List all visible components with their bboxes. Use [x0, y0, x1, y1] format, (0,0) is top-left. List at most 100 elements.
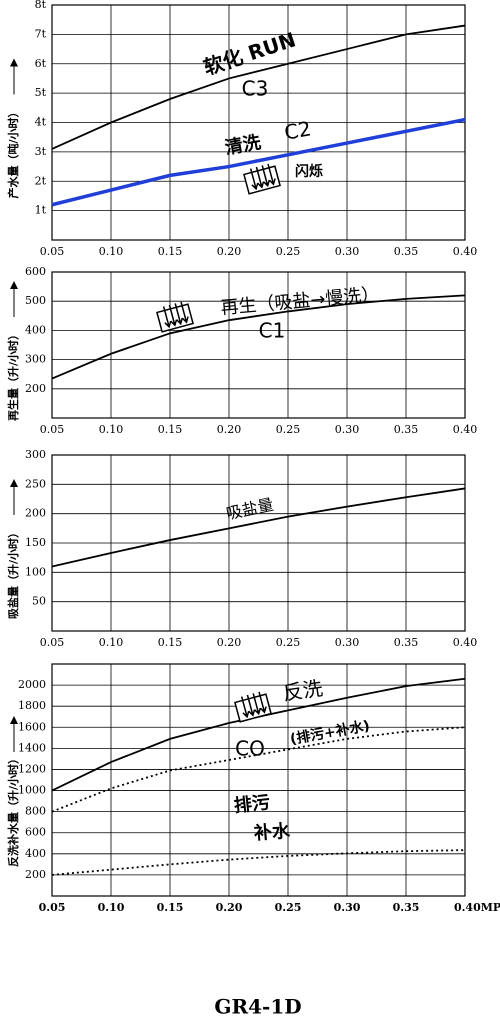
x-tick-label: 0.05	[40, 245, 65, 258]
annotation: (排污+补水)	[289, 717, 371, 748]
x-tick-label: 0.25	[276, 245, 301, 258]
x-tick-label: 0.25	[276, 423, 301, 436]
x-tick-label: 0.40	[453, 245, 478, 258]
y-tick-label: 500	[25, 294, 46, 307]
y-tick-label: 800	[25, 805, 46, 818]
x-tick-label: 0.20	[217, 423, 242, 436]
y-tick-label: 600	[25, 265, 46, 278]
y-axis-label: 产水量（吨/小时）	[6, 106, 20, 198]
valve-icon	[243, 163, 281, 195]
x-tick-label: 0.30	[335, 423, 360, 436]
icon-arrow	[246, 694, 256, 717]
y-axis-label: 反洗补水量（升/小时）	[6, 753, 20, 867]
y-tick-label: 300	[25, 353, 46, 366]
annotation: CO	[235, 737, 265, 761]
y-tick-label: 200	[25, 507, 46, 520]
x-tick-label: 0.10	[99, 423, 124, 436]
annotation: 闪烁	[295, 163, 323, 180]
y-tick-label: 50	[32, 595, 46, 608]
x-tick-label: 0.15	[157, 901, 184, 914]
y-tick-label: 8t	[35, 0, 47, 11]
x-tick-label: 0.25	[276, 636, 301, 649]
y-tick-label: 100	[25, 565, 46, 578]
x-tick-label: 0.25	[275, 901, 302, 914]
series-label: 排污	[233, 791, 271, 817]
footer: GR4-1D	[214, 995, 301, 1019]
plot-frame	[51, 271, 466, 419]
series-line	[51, 487, 466, 568]
annotation: 再生（吸盐→慢洗）	[220, 284, 380, 319]
y-tick-label: 1600	[18, 720, 46, 733]
series-line	[51, 294, 466, 380]
axis-arrow-head	[10, 479, 18, 487]
series-label: C1	[259, 319, 286, 343]
series-label: 补水	[252, 820, 291, 845]
series-label: C2	[283, 116, 313, 144]
y-tick-label: 4t	[35, 116, 47, 129]
icon-arrow	[255, 166, 265, 189]
series-label: 吸盐量	[224, 495, 275, 524]
x-tick-label: 0.05	[40, 636, 65, 649]
y-tick-label: 150	[25, 536, 46, 549]
y-tick-label: 2t	[35, 174, 47, 187]
series-line	[51, 117, 466, 207]
y-tick-label: 400	[25, 847, 46, 860]
x-tick-label: 0.40MPa	[454, 901, 500, 914]
series-label: C3	[242, 77, 269, 101]
x-tick-label: 0.35	[393, 901, 420, 914]
y-tick-label: 1800	[18, 699, 46, 712]
x-tick-label: 0.15	[158, 423, 183, 436]
x-tick-label: 0.10	[99, 245, 124, 258]
plot-frame	[51, 454, 466, 632]
icon-arrow	[174, 303, 184, 326]
icon-arrow	[252, 693, 262, 716]
y-tick-label: 5t	[35, 86, 47, 99]
axis-arrow-head	[10, 58, 18, 67]
x-tick-label: 0.10	[99, 636, 124, 649]
icon-arrow	[261, 165, 271, 188]
y-tick-label: 3t	[35, 145, 47, 158]
y-tick-label: 400	[25, 323, 46, 336]
axis-arrow-head	[10, 281, 18, 289]
y-axis-label: 吸盐量（升/小时）	[6, 527, 20, 619]
series-label: 反洗	[281, 676, 324, 705]
x-tick-label: 0.20	[217, 636, 242, 649]
y-tick-label: 200	[25, 382, 46, 395]
y-tick-label: 250	[25, 477, 46, 490]
x-tick-label: 0.30	[335, 245, 360, 258]
icon-arrow	[249, 168, 259, 191]
y-tick-label: 6t	[35, 57, 47, 70]
x-tick-label: 0.05	[40, 423, 65, 436]
icon-arrow	[240, 696, 250, 719]
y-tick-label: 200	[25, 868, 46, 881]
y-tick-label: 1000	[18, 784, 46, 797]
icon-arrow	[258, 691, 267, 714]
x-tick-label: 0.10	[98, 901, 125, 914]
x-tick-label: 0.30	[335, 636, 360, 649]
icon-arrow	[267, 163, 276, 186]
x-tick-label: 0.35	[394, 245, 419, 258]
x-tick-label: 0.40	[453, 636, 478, 649]
icon-arrow	[180, 301, 189, 324]
y-tick-label: 1400	[18, 741, 46, 754]
valve-icon	[234, 691, 272, 723]
y-tick-label: 600	[25, 826, 46, 839]
x-tick-label: 0.15	[158, 245, 183, 258]
x-tick-label: 0.35	[394, 636, 419, 649]
plot-frame	[51, 4, 466, 241]
x-tick-label: 0.30	[334, 901, 361, 914]
y-tick-label: 1200	[18, 762, 46, 775]
y-tick-label: 7t	[35, 27, 47, 40]
icon-arrow	[162, 306, 172, 329]
icon-arrow	[168, 304, 178, 327]
x-tick-label: 0.05	[39, 901, 66, 914]
x-tick-label: 0.15	[158, 636, 183, 649]
annotation: 软化 RUN	[200, 27, 298, 79]
x-tick-label: 0.40	[453, 423, 478, 436]
y-tick-label: 1t	[35, 204, 47, 217]
y-tick-label: 2000	[18, 678, 46, 691]
series-line	[51, 24, 466, 150]
y-tick-label: 300	[25, 448, 46, 461]
x-tick-label: 0.20	[217, 245, 242, 258]
